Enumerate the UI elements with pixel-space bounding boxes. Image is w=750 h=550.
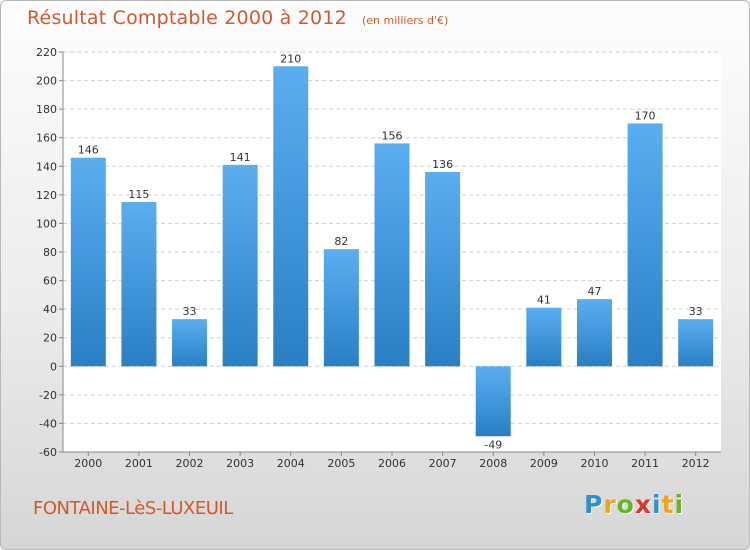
logo-letter: i (652, 490, 662, 519)
x-tick-label: 2006 (378, 457, 406, 470)
logo-letter: x (634, 490, 652, 519)
value-label: 146 (78, 144, 99, 157)
x-tick-label: 2005 (327, 457, 355, 470)
value-label: -49 (484, 438, 502, 451)
bars (70, 66, 714, 437)
y-tick-label: 40 (43, 303, 57, 316)
bar-2008 (475, 366, 511, 437)
logo-letter: i (674, 490, 685, 519)
value-label: 170 (635, 109, 656, 122)
x-axis-ticks: 2000 2001 2002 2003 2004 2005 2006 2007 2008 2009… (74, 452, 710, 470)
bar-2005 (323, 249, 359, 367)
bar-2009 (526, 307, 562, 367)
value-label: 82 (334, 235, 348, 248)
y-tick-label: -60 (39, 446, 57, 459)
chart-title: Résultat Comptable 2000 à 2012 (27, 7, 347, 29)
value-label: 136 (432, 158, 453, 171)
value-label: 210 (280, 52, 301, 65)
x-tick-label: 2012 (682, 457, 710, 470)
logo-letter: r (603, 490, 617, 519)
y-tick-label: 60 (43, 275, 57, 288)
logo-letter: o (616, 490, 635, 519)
x-tick-label: 2004 (277, 457, 305, 470)
x-tick-label: 2000 (74, 457, 102, 470)
value-label: 41 (537, 294, 551, 307)
y-tick-label: -20 (39, 389, 57, 402)
x-tick-label: 2001 (125, 457, 153, 470)
y-tick-label: 0 (50, 360, 57, 373)
y-tick-label: 100 (36, 217, 57, 230)
y-tick-label: 220 (36, 46, 57, 59)
bar-2000 (70, 157, 106, 367)
logo-letter: P (584, 490, 604, 519)
chart-unit-note: (en milliers d'€) (361, 14, 449, 27)
x-tick-label: 2008 (479, 457, 507, 470)
x-tick-label: 2010 (580, 457, 608, 470)
bar-2012 (678, 319, 714, 367)
value-labels: 146 115 33 141 210 82 156 136 -49 41 47 170 33 (78, 52, 703, 451)
bar-2004 (273, 66, 309, 367)
y-tick-label: 20 (43, 332, 57, 345)
x-tick-label: 2009 (530, 457, 558, 470)
y-tick-label: 180 (36, 103, 57, 116)
x-tick-label: 2007 (429, 457, 457, 470)
x-tick-label: 2011 (631, 457, 659, 470)
value-label: 156 (382, 129, 403, 142)
x-tick-label: 2002 (176, 457, 204, 470)
value-label: 141 (230, 151, 251, 164)
bar-2007 (425, 172, 461, 367)
commune-name: FONTAINE-LèS-LUXEUIL (33, 498, 233, 519)
y-tick-label: -40 (39, 417, 57, 430)
proxiti-logo: Proxiti (584, 490, 684, 519)
y-tick-label: 80 (43, 246, 57, 259)
title-row: Résultat Comptable 2000 à 2012 (en milli… (27, 7, 448, 29)
value-label: 115 (128, 188, 149, 201)
x-tick-label: 2003 (226, 457, 254, 470)
value-label: 33 (689, 305, 703, 318)
y-tick-label: 140 (36, 160, 57, 173)
bar-2010 (576, 299, 612, 367)
value-label: 47 (587, 285, 601, 298)
bar-2001 (121, 202, 157, 367)
bar-2003 (222, 164, 258, 367)
bar-2006 (374, 143, 410, 367)
y-tick-label: 120 (36, 189, 57, 202)
y-tick-label: 160 (36, 132, 57, 145)
value-label: 33 (183, 305, 197, 318)
bar-2002 (172, 319, 208, 367)
y-tick-label: 200 (36, 75, 57, 88)
logo-letter: t (661, 490, 675, 519)
bar-2011 (627, 123, 663, 367)
